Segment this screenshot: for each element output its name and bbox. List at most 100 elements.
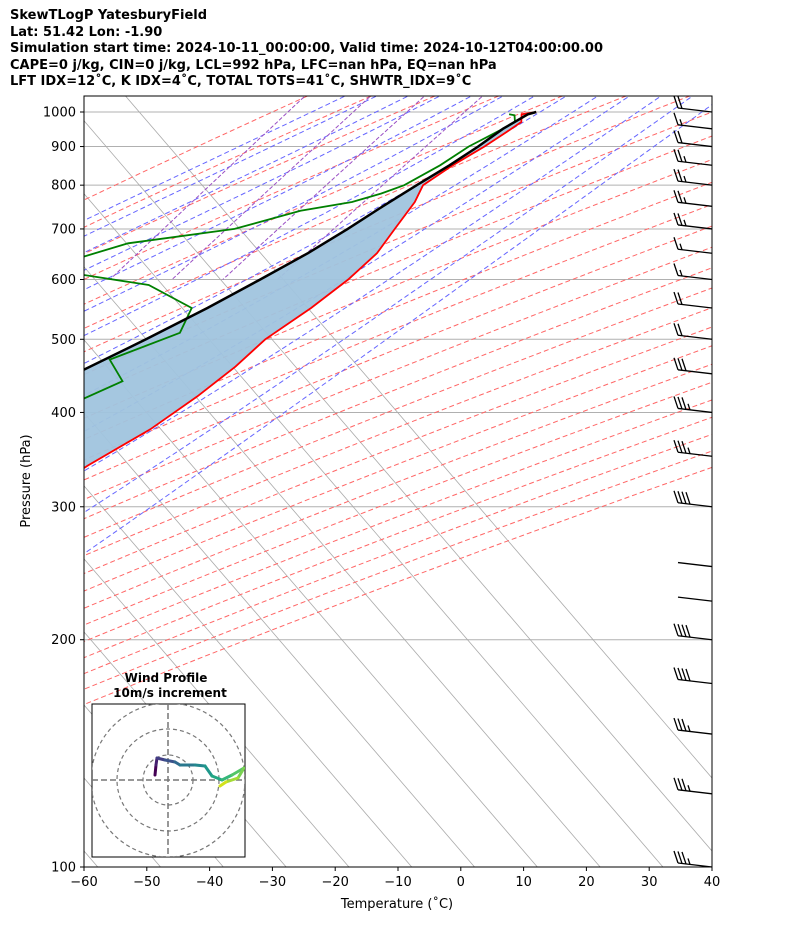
dry-adiabat-line: [84, 307, 712, 557]
barb-flag: [677, 190, 683, 204]
wind-barb: [673, 323, 713, 340]
mixing-ratio-line: [277, 96, 484, 280]
hodograph-segment: [210, 774, 224, 782]
moist-adiabat-line: [84, 96, 694, 514]
barb-flag: [677, 440, 683, 453]
y-tick-label: 500: [51, 333, 76, 348]
barb-flag: [681, 624, 687, 637]
wind-barb: [673, 212, 713, 230]
moist-adiabat-line: [84, 96, 473, 291]
x-tick-label: −10: [384, 875, 411, 890]
isotherm-line: [84, 412, 475, 867]
chart-header: SkewTLogP YatesburyField Lat: 51.42 Lon:…: [10, 8, 603, 91]
barb-shaft: [677, 729, 713, 735]
dry-adiabat-line: [84, 96, 500, 280]
barb-flag: [677, 292, 683, 305]
data-layer: [84, 110, 537, 470]
barb-flag: [677, 623, 683, 637]
barb-flag: [673, 149, 679, 162]
dry-adiabat-line: [84, 96, 373, 228]
barb-flag: [677, 358, 683, 371]
y-tick-label: 200: [51, 633, 76, 648]
barb-flag: [673, 850, 679, 864]
barb-shaft: [677, 160, 713, 166]
moist-adiabat-line: [84, 96, 631, 432]
dry-adiabat-line: [84, 111, 712, 376]
dry-adiabat-line: [84, 345, 712, 592]
barb-half-flag: [679, 243, 683, 250]
barb-flag: [681, 440, 687, 454]
barb-shaft: [677, 561, 713, 568]
barb-flag: [677, 169, 683, 182]
x-tick-label: 30: [641, 875, 658, 890]
grid-layer: [84, 96, 712, 867]
wind-barb: [673, 112, 713, 130]
barb-flag: [677, 491, 683, 504]
hodograph-segment: [224, 776, 240, 784]
barb-flag: [673, 190, 679, 203]
hodograph-segment: [220, 773, 234, 782]
barb-flag: [685, 668, 691, 682]
barb-flag: [677, 851, 683, 864]
barb-shaft: [677, 107, 713, 113]
index-info: LFT IDX=12˚C, K IDX=4˚C, TOTAL TOTS=41˚C…: [10, 74, 472, 89]
barb-flag: [681, 491, 687, 504]
y-tick-label: 400: [51, 406, 76, 421]
wind-barb: [673, 850, 713, 868]
inset-subtitle: 10m/s increment: [113, 686, 227, 700]
barb-half-flag: [687, 858, 691, 865]
isotherm-line: [84, 485, 413, 867]
stability-info: CAPE=0 j/kg, CIN=0 j/kg, LCL=992 hPa, LF…: [10, 57, 497, 73]
barb-shaft: [677, 862, 713, 868]
barb-flag: [677, 718, 683, 731]
wind-barb: [673, 396, 713, 414]
barb-flag: [677, 130, 683, 144]
isotherm-line: [125, 96, 712, 779]
wind-barb: [673, 190, 713, 207]
barb-flag: [673, 168, 679, 182]
isotherm-line: [84, 339, 538, 867]
x-axis-title: Temperature (˚C): [340, 896, 453, 912]
barb-shaft: [677, 180, 713, 186]
barb-half-flag: [687, 725, 691, 732]
moist-adiabat-line: [84, 104, 712, 555]
barb-shaft: [677, 635, 713, 641]
barb-half-flag: [683, 175, 687, 183]
barb-flag: [673, 95, 679, 109]
barb-shaft: [677, 334, 713, 340]
barb-flag: [673, 717, 679, 731]
moist-adiabat-line: [84, 96, 378, 237]
wind-barb: [673, 263, 713, 281]
hodograph-segment: [163, 758, 177, 764]
x-tick-label: −50: [133, 875, 160, 890]
barb-flag: [681, 668, 687, 681]
barb-flag: [673, 490, 679, 503]
location-info: Lat: 51.42 Lon: -1.90: [10, 24, 163, 40]
wind-barb: [673, 357, 713, 375]
hodograph-segment: [203, 764, 214, 778]
wind-barb: [673, 440, 713, 457]
hodograph-segment: [236, 766, 245, 780]
dry-adiabat-line: [84, 450, 712, 690]
dry-adiabat-line: [84, 96, 692, 353]
barb-flag: [677, 667, 683, 681]
wind-barb: [673, 168, 713, 186]
barb-flag: [681, 397, 687, 410]
moist-adiabat-line: [84, 96, 347, 222]
barb-shaft: [677, 248, 713, 254]
isotherm-line: [84, 120, 712, 852]
x-tick-label: 40: [704, 875, 721, 890]
x-tick-label: 10: [515, 875, 532, 890]
x-tick-label: −20: [321, 875, 348, 890]
wind-barb: [673, 777, 713, 795]
barb-flag: [673, 323, 679, 336]
barb-shaft: [677, 124, 713, 130]
barb-half-flag: [683, 156, 687, 163]
inset-content: [92, 704, 245, 857]
x-tick-label: 20: [578, 875, 595, 890]
barb-flag: [673, 623, 679, 636]
x-tick-label: 0: [457, 875, 465, 890]
wind-barb: [677, 596, 713, 602]
barb-shaft: [677, 502, 713, 508]
